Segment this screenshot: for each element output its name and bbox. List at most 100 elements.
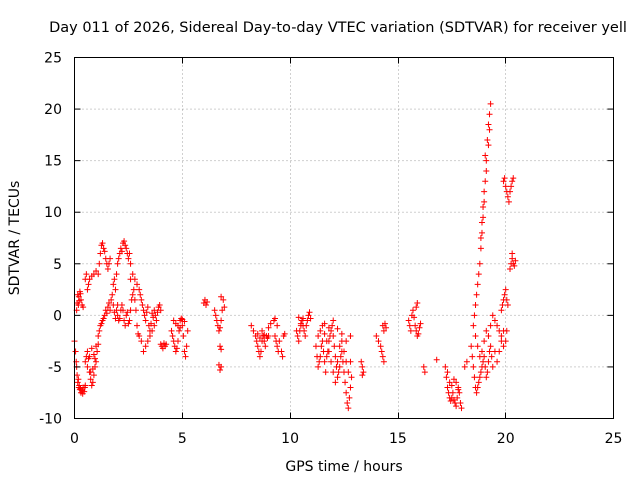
data-point: [79, 390, 86, 397]
data-point: [95, 341, 102, 348]
data-point: [183, 343, 190, 350]
data-point: [76, 297, 83, 304]
data-point: [496, 348, 503, 355]
data-point: [325, 324, 332, 331]
data-point: [498, 338, 505, 345]
data-point: [456, 389, 463, 396]
data-point: [123, 245, 130, 252]
data-point: [122, 242, 129, 249]
data-point: [153, 317, 160, 324]
data-point: [174, 338, 181, 345]
data-point: [485, 358, 492, 365]
data-point: [345, 405, 352, 412]
data-point: [501, 175, 508, 182]
data-point: [487, 322, 494, 329]
data-point: [303, 322, 310, 329]
data-point: [317, 327, 324, 334]
data-point: [483, 374, 490, 381]
data-point: [75, 376, 82, 383]
data-point: [294, 332, 301, 339]
x-tick-label: 10: [281, 431, 299, 447]
data-point: [126, 250, 133, 257]
data-point: [413, 327, 420, 334]
data-point: [129, 271, 136, 278]
data-point: [74, 372, 81, 379]
data-point: [330, 317, 337, 324]
data-point: [254, 343, 261, 350]
data-point: [256, 353, 263, 360]
data-point: [138, 338, 145, 345]
data-point: [482, 178, 489, 185]
data-point: [144, 304, 151, 311]
data-point: [379, 353, 386, 360]
data-point: [103, 310, 110, 317]
data-point: [415, 330, 422, 337]
data-point: [105, 299, 112, 306]
data-point: [95, 332, 102, 339]
data-point: [86, 276, 93, 283]
data-point: [137, 291, 144, 298]
data-point: [89, 365, 96, 372]
data-point: [178, 315, 185, 322]
data-point: [176, 327, 183, 334]
data-point: [498, 332, 505, 339]
data-point: [84, 348, 91, 355]
data-point: [130, 286, 137, 293]
data-point: [316, 358, 323, 365]
data-point: [146, 332, 153, 339]
data-point: [502, 183, 509, 190]
data-point: [487, 100, 494, 107]
data-point: [82, 358, 89, 365]
data-point: [117, 245, 124, 252]
data-point: [481, 338, 488, 345]
data-point: [481, 188, 488, 195]
data-point: [217, 324, 224, 331]
data-point: [254, 330, 261, 337]
data-point: [253, 338, 260, 345]
data-point: [407, 327, 414, 334]
data-point: [76, 382, 83, 389]
data-point: [99, 240, 106, 247]
data-point: [406, 322, 413, 329]
data-point: [468, 343, 475, 350]
data-point: [118, 302, 125, 309]
y-tick-label: -10: [39, 412, 62, 428]
data-point: [511, 262, 518, 269]
data-point: [503, 296, 510, 303]
data-point: [345, 369, 352, 376]
data-point: [334, 374, 341, 381]
data-point: [152, 312, 159, 319]
data-point: [501, 291, 508, 298]
data-point: [221, 304, 228, 311]
data-point: [181, 348, 188, 355]
data-point: [470, 363, 477, 370]
data-point: [143, 309, 150, 316]
data-point: [139, 302, 146, 309]
data-point: [509, 255, 516, 262]
data-point: [148, 320, 155, 327]
data-point: [409, 307, 416, 314]
data-point: [114, 312, 121, 319]
data-point: [110, 281, 117, 288]
data-point: [80, 304, 87, 311]
data-point: [217, 367, 224, 374]
data-point: [72, 348, 79, 355]
data-point: [450, 396, 457, 403]
data-point: [323, 338, 330, 345]
data-point: [85, 281, 92, 288]
data-point: [140, 307, 147, 314]
data-point: [420, 363, 427, 370]
data-point: [262, 343, 269, 350]
data-point: [107, 255, 114, 262]
data-point: [88, 382, 95, 389]
data-point: [475, 379, 482, 386]
data-point: [476, 374, 483, 381]
data-point: [100, 315, 107, 322]
data-point: [136, 332, 143, 339]
data-point: [378, 348, 385, 355]
data-point: [154, 309, 161, 316]
data-point: [347, 332, 354, 339]
data-point: [322, 369, 329, 376]
data-point: [480, 214, 487, 221]
